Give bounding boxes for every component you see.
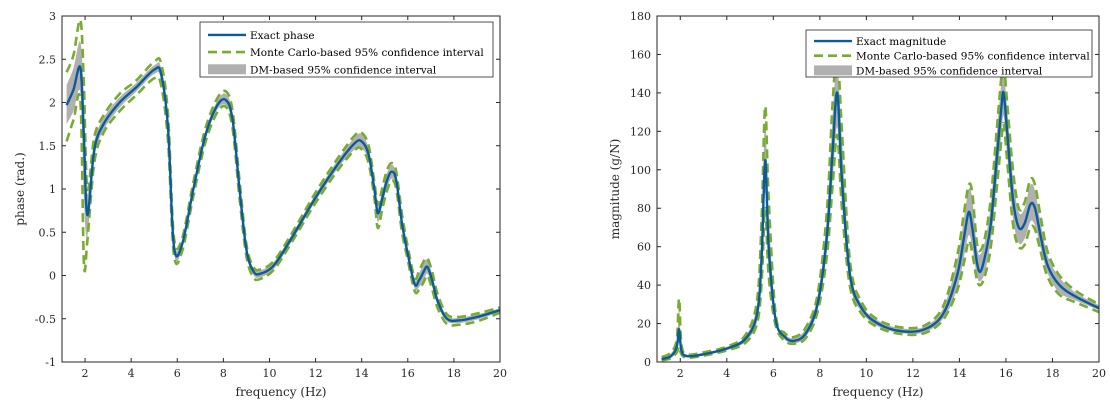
phase-legend: Exact phase Monte Carlo-based 95% confid…	[199, 21, 494, 78]
phase-x-tick-label: 4	[128, 367, 135, 380]
magnitude-y-tick-label: 40	[637, 279, 651, 292]
phase-legend-box	[199, 21, 494, 78]
phase-x-tick-label: 20	[493, 367, 507, 380]
phase-x-tick-label: 6	[174, 367, 181, 380]
magnitude-legend-dm-swatch	[814, 65, 852, 76]
phase-x-tick-label: 14	[355, 367, 369, 380]
phase-legend-mc-label: Monte Carlo-based 95% confidence interva…	[250, 47, 484, 59]
magnitude-plot: 2 4 6 8 10 12 14 16 18 20 0 20 40 60 80 100 120 140 160 180…	[608, 10, 1106, 399]
phase-y-tick-label: 2	[49, 97, 56, 110]
magnitude-y-tick-label: 100	[630, 164, 651, 177]
phase-x-tick-label: 10	[262, 367, 276, 380]
magnitude-axes-box	[656, 15, 1100, 363]
magnitude-y-tick-label: 160	[630, 48, 651, 61]
magnitude-y-tick-label: 140	[630, 87, 651, 100]
magnitude-x-tick-label: 4	[723, 367, 730, 380]
magnitude-x-tick-label: 6	[770, 367, 777, 380]
magnitude-x-tick-label: 8	[816, 367, 823, 380]
magnitude-x-tick-label: 2	[677, 367, 684, 380]
magnitude-x-tick-label: 10	[859, 367, 873, 380]
magnitude-x-tick-label: 12	[906, 367, 920, 380]
magnitude-legend-mc-label: Monte Carlo-based 95% confidence interva…	[856, 51, 1090, 63]
magnitude-y-tick-label: 60	[637, 241, 651, 254]
magnitude-y-tick-label: 0	[644, 356, 651, 369]
phase-y-tick-label: 3	[49, 10, 56, 23]
phase-x-tick-label: 12	[309, 367, 323, 380]
magnitude-dm-band	[661, 63, 1099, 361]
magnitude-x-tick-label: 14	[952, 367, 966, 380]
phase-x-tick-label: 8	[220, 367, 227, 380]
magnitude-y-axis-label: magnitude (g/N)	[608, 139, 622, 240]
magnitude-y-tick-label: 120	[630, 125, 651, 138]
magnitude-x-tick-label: 16	[999, 367, 1013, 380]
magnitude-y-tick-label: 80	[637, 202, 651, 215]
magnitude-x-tick-label: 18	[1045, 367, 1059, 380]
magnitude-mc-lower-line	[661, 121, 1099, 362]
phase-x-tick-label: 18	[447, 367, 461, 380]
phase-plot: 2 4 6 8 10 12 14 16 18 20 -1 -0.5 0 0.5 1 1.5 2 2.5 3 freq…	[13, 10, 507, 399]
magnitude-exact-line	[661, 90, 1099, 361]
phase-legend-exact-label: Exact phase	[250, 30, 315, 42]
magnitude-y-tick-label: 180	[630, 10, 651, 23]
phase-x-axis-label: frequency (Hz)	[236, 385, 327, 399]
magnitude-y-tick-label: 20	[637, 318, 651, 331]
phase-legend-dm-swatch	[208, 64, 246, 75]
magnitude-legend-dm-label: DM-based 95% confidence interval	[856, 65, 1043, 77]
phase-y-tick-label: 2.5	[39, 53, 57, 66]
phase-y-axis-label: phase (rad.)	[13, 152, 27, 225]
phase-x-tick-label: 16	[401, 367, 415, 380]
phase-exact-line	[65, 65, 500, 323]
phase-x-tick-label: 2	[82, 367, 89, 380]
phase-mc-lower-line	[65, 75, 500, 327]
magnitude-mc-upper-line	[661, 52, 1099, 359]
phase-mc-upper-line	[65, 18, 500, 319]
magnitude-legend-box	[805, 29, 1093, 78]
phase-y-tick-label: -0.5	[35, 313, 56, 326]
magnitude-legend: Exact magnitude Monte Carlo-based 95% co…	[805, 29, 1093, 78]
phase-y-tick-label: 0	[49, 270, 56, 283]
phase-y-tick-label: 1.5	[39, 140, 57, 153]
magnitude-x-tick-label: 20	[1092, 367, 1106, 380]
phase-legend-dm-label: DM-based 95% confidence interval	[250, 64, 437, 76]
magnitude-x-axis-label: frequency (Hz)	[833, 385, 924, 399]
phase-y-tick-label: 0.5	[39, 226, 57, 239]
phase-y-tick-label: -1	[45, 356, 56, 369]
magnitude-legend-exact-label: Exact magnitude	[856, 36, 946, 48]
phase-y-tick-label: 1	[49, 183, 56, 196]
